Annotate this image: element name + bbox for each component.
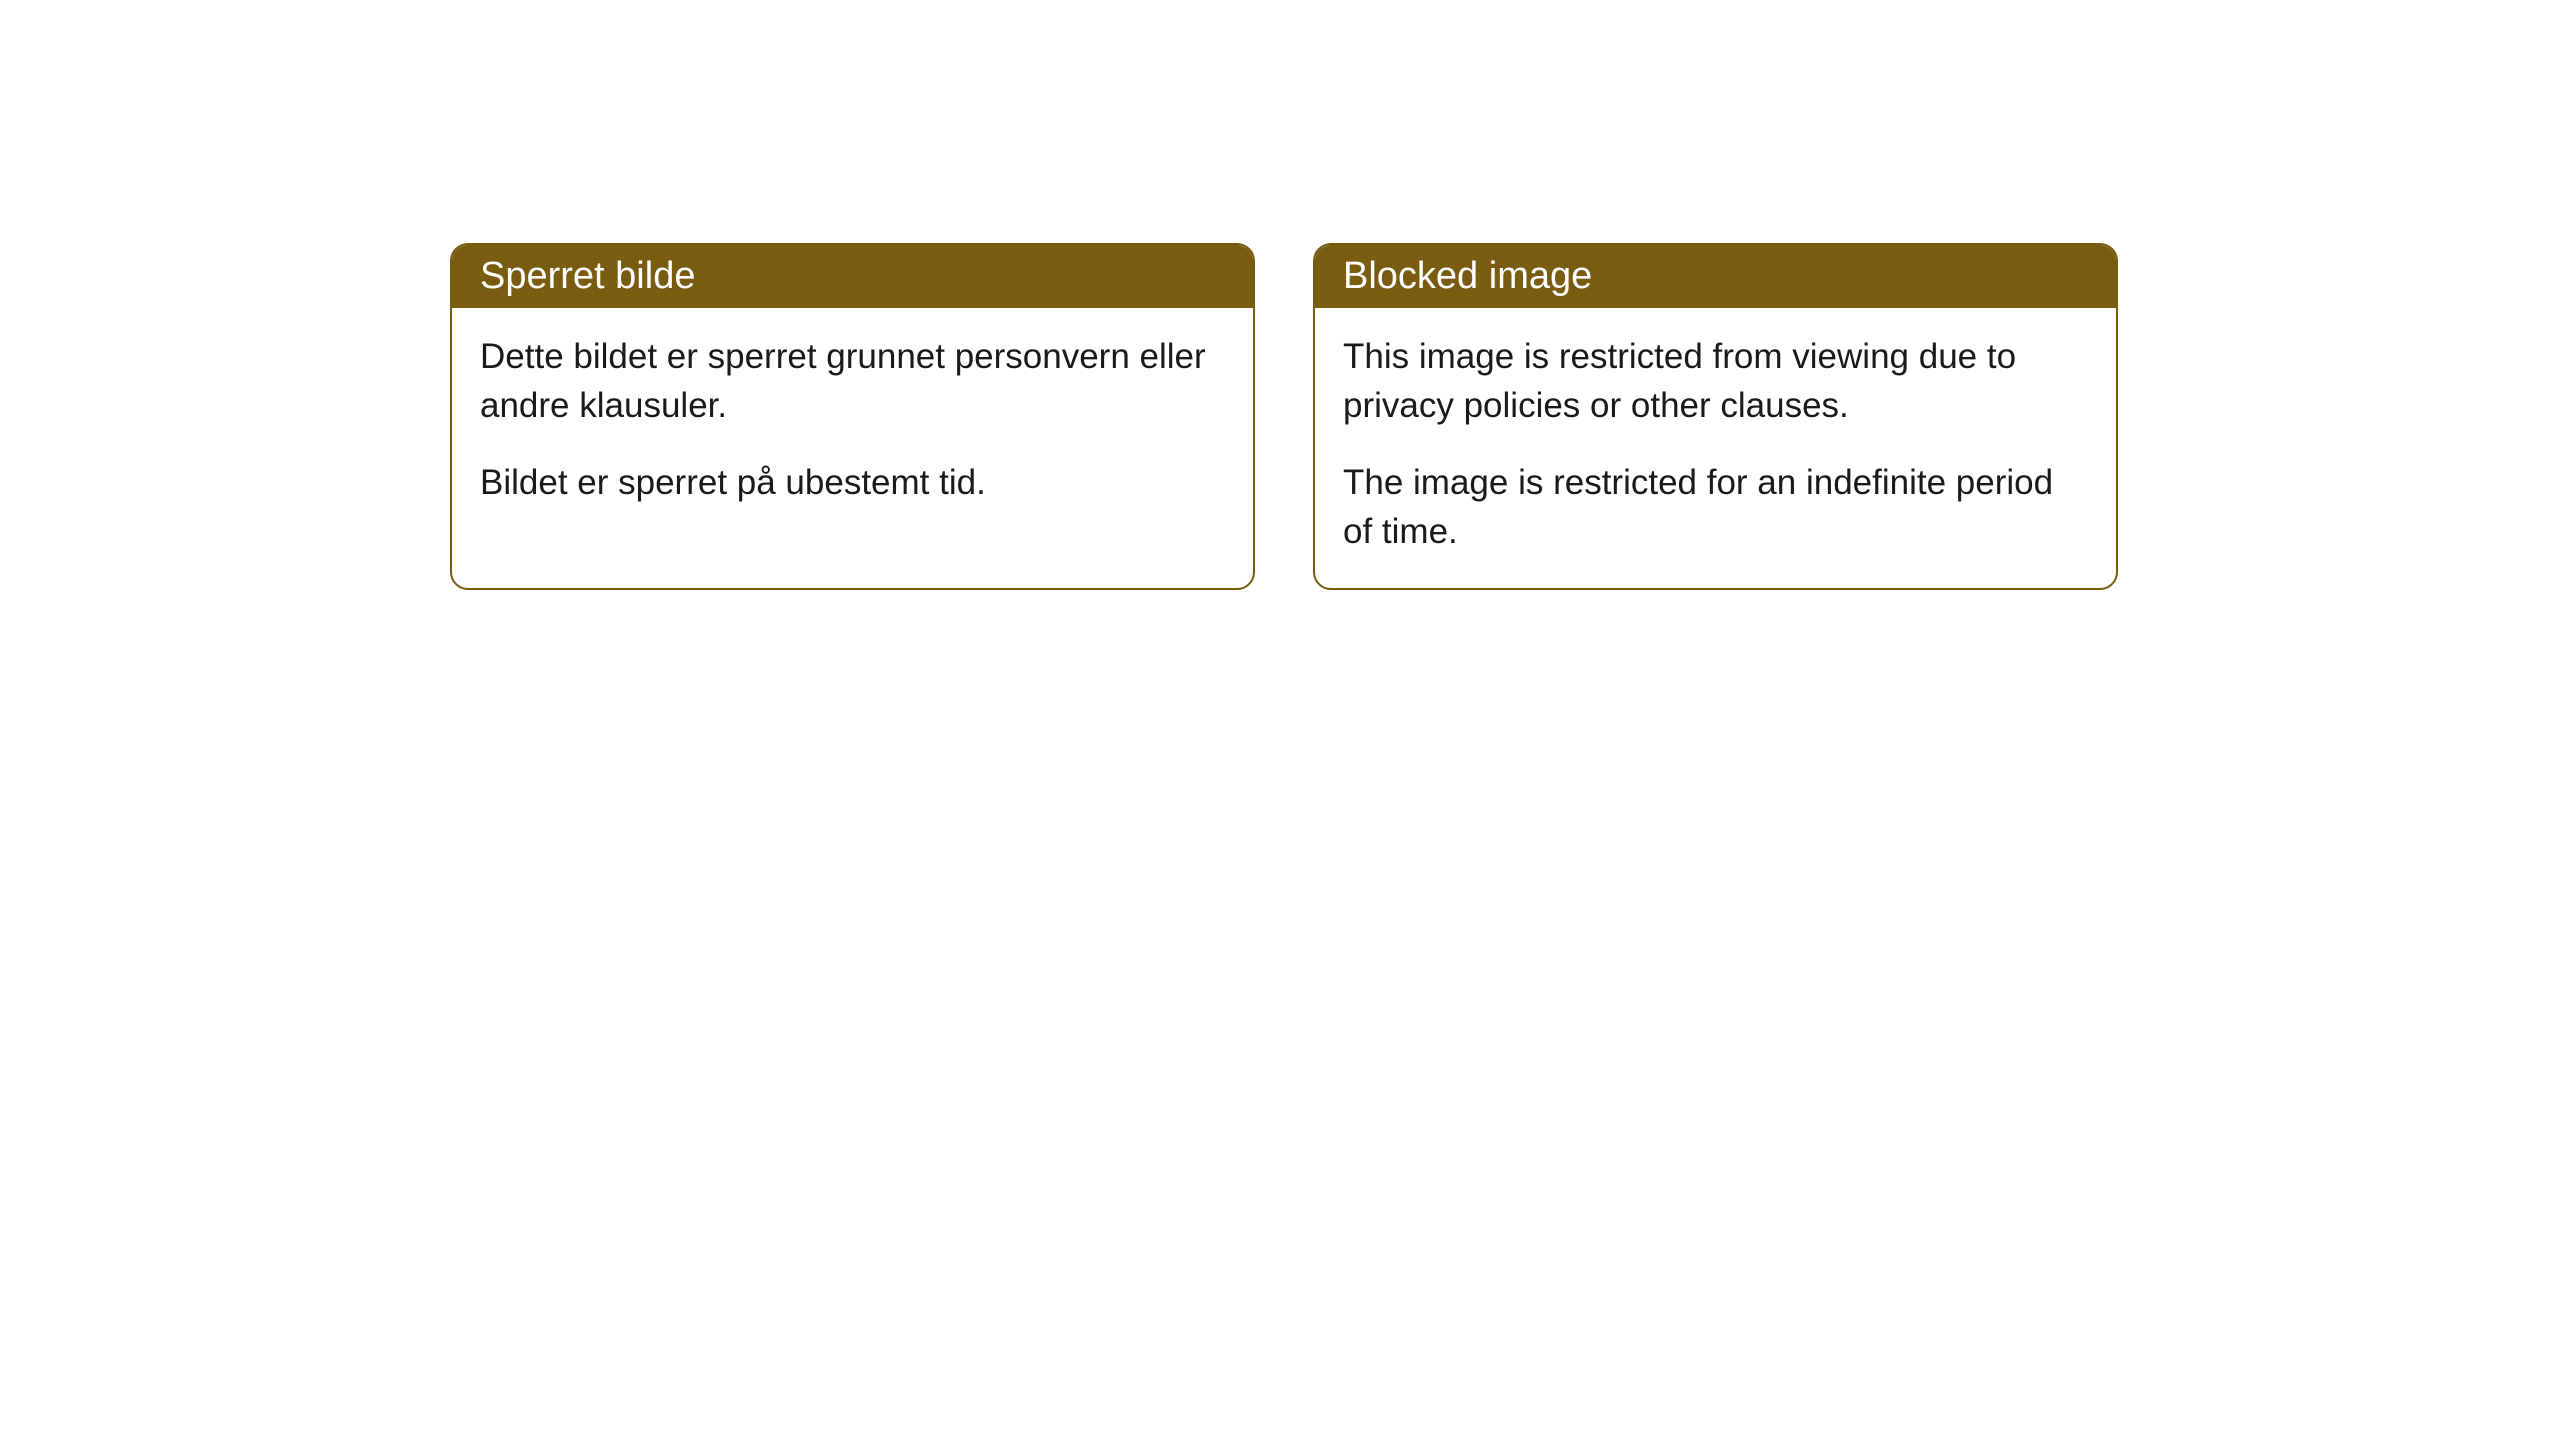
- notice-title: Blocked image: [1343, 255, 1592, 297]
- notice-card-norwegian: Sperret bilde Dette bildet er sperret gr…: [450, 243, 1255, 590]
- notice-card-english: Blocked image This image is restricted f…: [1313, 243, 2118, 590]
- notice-paragraph: This image is restricted from viewing du…: [1343, 332, 2088, 430]
- notice-container: Sperret bilde Dette bildet er sperret gr…: [450, 243, 2118, 590]
- notice-paragraph: Dette bildet er sperret grunnet personve…: [480, 332, 1225, 430]
- notice-title: Sperret bilde: [480, 255, 695, 297]
- notice-paragraph: Bildet er sperret på ubestemt tid.: [480, 458, 1225, 507]
- notice-body: This image is restricted from viewing du…: [1315, 308, 2116, 588]
- notice-paragraph: The image is restricted for an indefinit…: [1343, 458, 2088, 556]
- notice-header: Sperret bilde: [452, 245, 1253, 308]
- notice-header: Blocked image: [1315, 245, 2116, 308]
- notice-body: Dette bildet er sperret grunnet personve…: [452, 308, 1253, 539]
